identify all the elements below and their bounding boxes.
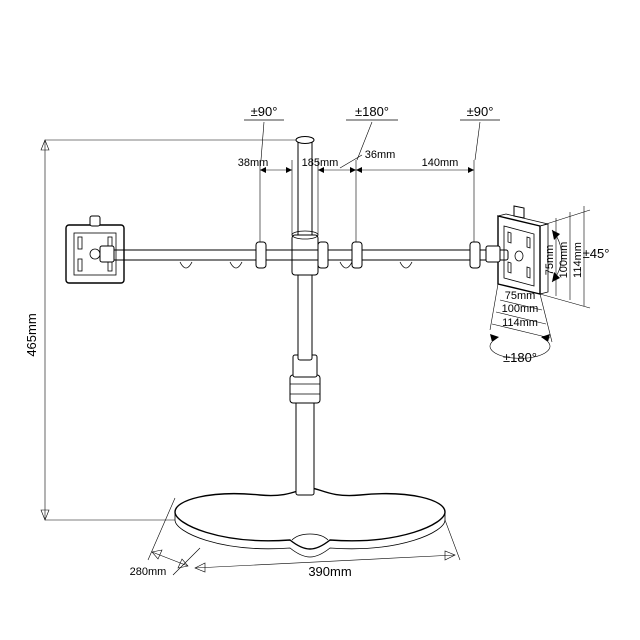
label-seg-185: 185mm	[302, 157, 339, 169]
monitor-stand-diagram: 465mm 280mm 390mm 38mm 185mm 36mm	[0, 0, 640, 640]
label-seg-140: 140mm	[422, 157, 459, 169]
label-vesa-75w: 75mm	[505, 290, 536, 302]
label-vesa-114h: 114mm	[572, 242, 584, 278]
dim-arm-segments: 38mm 185mm 36mm 140mm	[238, 149, 474, 242]
dim-height: 465mm	[24, 140, 296, 520]
label-vesa-75h: 75mm	[544, 245, 556, 276]
label-height: 465mm	[24, 313, 39, 356]
center-pole	[290, 137, 320, 496]
label-tilt: ±45°	[583, 246, 610, 261]
base-plate	[175, 488, 445, 557]
label-vesa-100h: 100mm	[558, 242, 570, 279]
label-vesa-100w: 100mm	[502, 303, 539, 315]
label-base-width: 390mm	[308, 564, 351, 579]
dim-base: 280mm 390mm	[130, 498, 460, 579]
label-swivel-left: ±90°	[251, 104, 278, 119]
label-swivel-right: ±90°	[467, 104, 494, 119]
label-base-depth: 280mm	[130, 566, 167, 578]
label-seg-36: 36mm	[365, 149, 396, 161]
label-seg-38: 38mm	[238, 157, 269, 169]
label-vesa-114w: 114mm	[502, 317, 538, 329]
vesa-plate-right	[486, 206, 548, 294]
label-swivel-mid: ±180°	[355, 104, 389, 119]
